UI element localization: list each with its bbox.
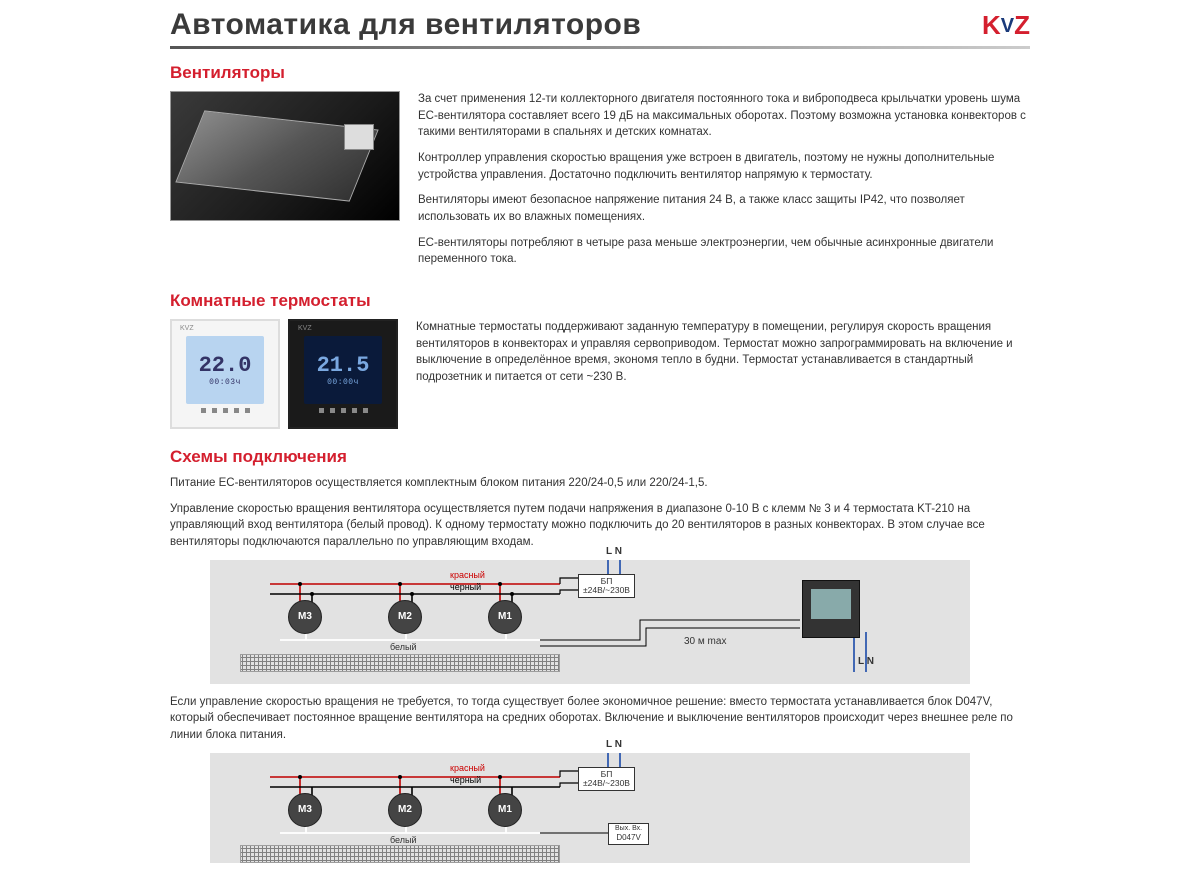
wire-white-label-1: белый [390,642,417,652]
ln-label-2: L N [606,739,622,750]
thermostats-p1: Комнатные термостаты поддерживают заданн… [416,319,1030,386]
psu-line2-d2: ±24В/~230В [583,779,630,788]
thermo-black-brand: KVZ [298,325,312,332]
wiring-intro3: Если управление скоростью вращения не тр… [170,694,1030,744]
page-title: Автоматика для вентиляторов [170,8,641,42]
wire-red-label-2: красный [450,763,485,773]
fans-image-col [170,91,400,277]
thermo-black-sub: 00:00ч [327,378,359,387]
d047v-box: Вых. Вх. D047V [608,823,649,845]
psu-line2-d1: ±24В/~230В [583,586,630,595]
d047v-label: D047V [615,833,642,843]
wire-black-label-1: черный [450,582,481,592]
fans-heading: Вентиляторы [170,63,1030,83]
thermo-white-brand: KVZ [180,325,194,332]
page-header: Автоматика для вентиляторов KVZ [170,8,1030,49]
ln-label-1a: L N [606,546,622,557]
fans-p2: Контроллер управления скоростью вращения… [418,150,1030,183]
wire-white-label-2: белый [390,835,417,845]
logo-v: V [1001,15,1014,37]
fans-p3: Вентиляторы имеют безопасное напряжение … [418,192,1030,225]
thermostat-white: KVZ 22.0 00:03ч [170,319,280,429]
wiring-intro2: Управление скоростью вращения вентилятор… [170,501,1030,551]
d047v-ports: Вых. Вх. [615,825,642,833]
wiring-diagram-2: L N красный черный белый М3 М2 М1 БП ±24… [210,753,970,863]
heater-coil-1 [240,654,560,672]
fans-p4: EC-вентиляторы потребляют в четыре раза … [418,235,1030,268]
brand-logo: KVZ [982,10,1030,41]
motor-m2-d1: М2 [388,600,422,634]
wire-black-label-2: черный [450,775,481,785]
fans-row: За счет применения 12-ти коллекторного д… [170,91,1030,277]
motor-m1-d1: М1 [488,600,522,634]
wiring-diagram-1: L N L N красный черный белы [210,560,970,684]
fans-text-col: За счет применения 12-ти коллекторного д… [418,91,1030,277]
motor-m2-d2: М2 [388,793,422,827]
motor-m3-d1: М3 [288,600,322,634]
thermostats-text-col: Комнатные термостаты поддерживают заданн… [416,319,1030,429]
convector-photo [170,91,400,221]
thermostat-diagram-box [802,580,860,638]
thermostat-black: KVZ 21.5 00:00ч [288,319,398,429]
fans-p1: За счет применения 12-ти коллекторного д… [418,91,1030,141]
motor-m1-d2: М1 [488,793,522,827]
logo-z: Z [1014,10,1030,40]
motor-m3-d2: М3 [288,793,322,827]
wiring-intro1: Питание EC-вентиляторов осуществляется к… [170,475,1030,492]
psu-box-1: БП ±24В/~230В [578,574,635,599]
wire-red-label-1: красный [450,570,485,580]
thermostats-image-col: KVZ 22.0 00:03ч KVZ 21.5 00:00ч [170,319,398,429]
thermostats-row: KVZ 22.0 00:03ч KVZ 21.5 00:00ч [170,319,1030,429]
thermostats-heading: Комнатные термостаты [170,291,1030,311]
heater-coil-2 [240,845,560,863]
wiring-heading: Схемы подключения [170,447,1030,467]
thermo-white-temp: 22.0 [199,353,252,378]
distance-label: 30 м max [680,636,730,647]
logo-k: K [982,10,1001,40]
psu-box-2: БП ±24В/~230В [578,767,635,792]
thermo-black-temp: 21.5 [317,353,370,378]
thermo-white-sub: 00:03ч [209,378,241,387]
